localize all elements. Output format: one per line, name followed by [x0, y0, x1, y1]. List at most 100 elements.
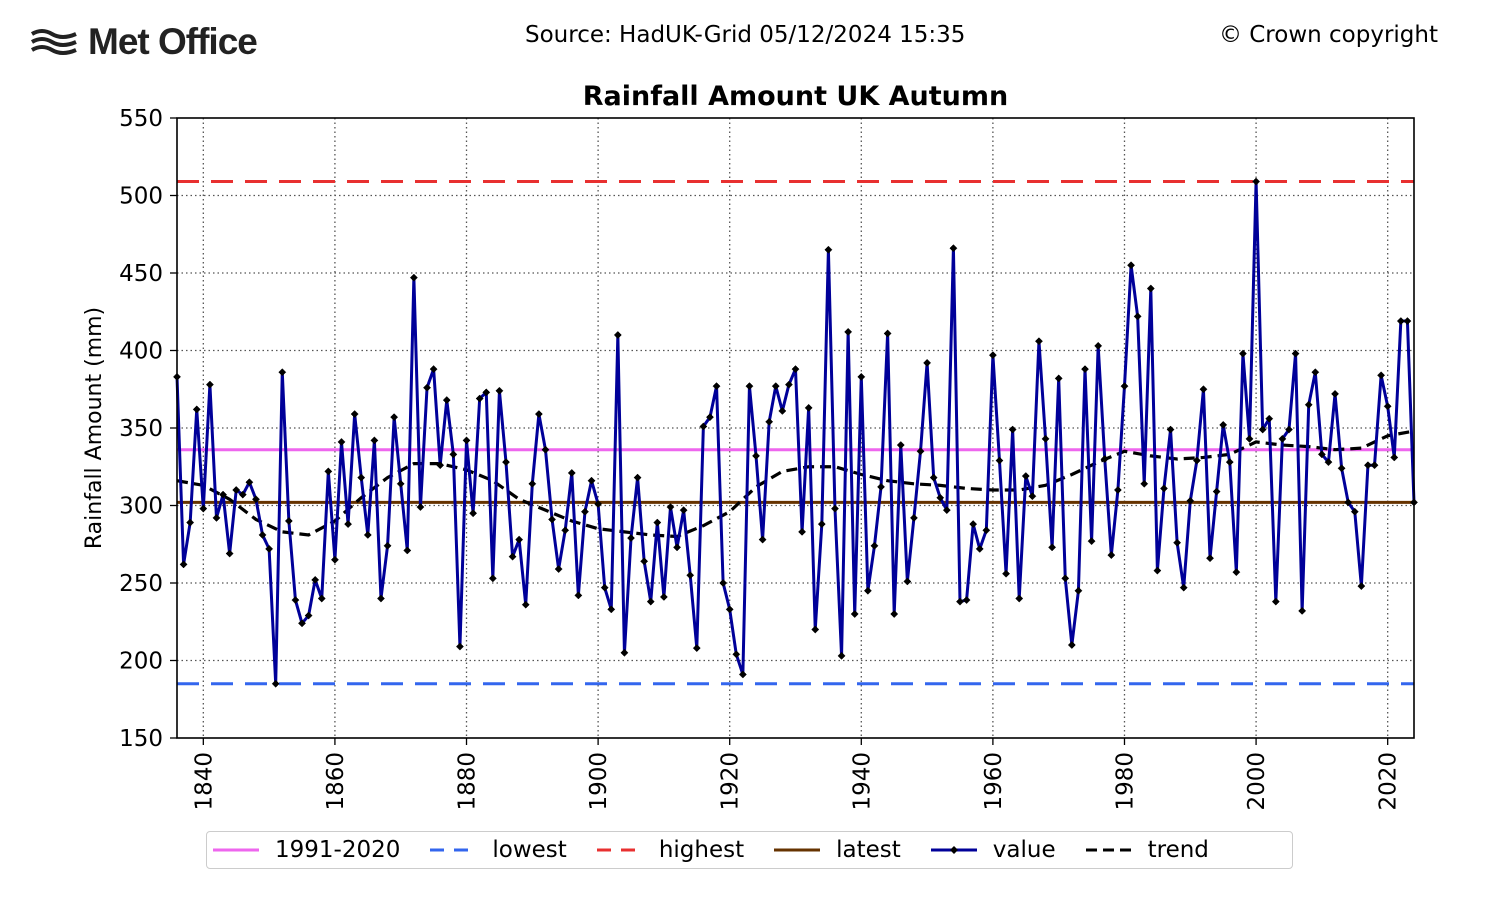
value-point — [350, 410, 359, 419]
value-point — [179, 560, 188, 569]
legend-label: trend — [1147, 837, 1209, 863]
legend-swatch — [1085, 848, 1132, 852]
value-point — [725, 605, 734, 614]
value-point — [1113, 486, 1122, 494]
value-point — [706, 413, 714, 422]
value-point — [745, 382, 754, 391]
value-point — [659, 592, 668, 601]
value-point — [205, 380, 214, 389]
value-point — [344, 520, 353, 529]
value-point — [278, 368, 287, 377]
value-point — [817, 520, 826, 529]
value-point — [778, 406, 787, 415]
value-point — [232, 486, 241, 494]
legend-swatch — [774, 848, 821, 852]
value-point — [1252, 177, 1261, 186]
value-point — [317, 594, 326, 603]
value-point — [304, 611, 313, 620]
x-tick-label: 1980 — [1112, 752, 1138, 811]
value-point — [311, 575, 320, 584]
x-tick-label: 1940 — [849, 752, 875, 811]
value-point — [1153, 566, 1162, 575]
value-point — [1357, 582, 1366, 591]
value-point — [1133, 312, 1142, 321]
logo-text: Met Office — [88, 21, 258, 62]
value-point — [442, 396, 451, 405]
value-point — [653, 518, 662, 527]
value-point — [1377, 371, 1386, 380]
value-point — [1298, 606, 1307, 615]
value-point — [298, 619, 306, 628]
value-point — [1212, 487, 1221, 496]
value-point — [909, 513, 918, 522]
value-point — [1311, 368, 1320, 377]
y-tick-label: 200 — [119, 649, 163, 675]
value-point — [929, 473, 938, 482]
value-point — [646, 597, 655, 606]
value-point — [942, 506, 951, 515]
value-point — [449, 450, 458, 459]
value-point — [627, 534, 635, 543]
value-point — [1028, 492, 1037, 501]
legend-item: highest — [595, 837, 744, 863]
value-point — [1324, 458, 1333, 467]
value-point — [1160, 484, 1168, 493]
value-point — [567, 468, 576, 477]
value-point — [1278, 434, 1287, 443]
value-point — [199, 504, 208, 513]
x-tick-label: 1880 — [455, 752, 481, 811]
legend-item: 1991-2020 — [211, 837, 400, 863]
value-point — [1146, 284, 1155, 293]
value-point — [1265, 414, 1274, 423]
value-point — [1127, 261, 1136, 270]
value-point — [1337, 464, 1346, 473]
value-point — [1094, 341, 1103, 350]
value-point — [383, 541, 392, 550]
value-point — [896, 441, 905, 450]
y-tick-label: 250 — [119, 571, 163, 597]
value-point — [587, 476, 596, 485]
value-point — [837, 651, 846, 660]
value-point — [423, 383, 431, 392]
value-point — [495, 386, 504, 395]
value-point — [1166, 425, 1175, 434]
value-point — [923, 358, 932, 367]
value-point — [1363, 461, 1372, 470]
value-point — [995, 456, 1004, 465]
source-label: Source: HadUK-Grid 05/12/2024 15:35 — [525, 22, 966, 48]
y-axis-label: Rainfall Amount (mm) — [82, 307, 107, 549]
value-point — [284, 517, 293, 525]
value-point — [1219, 420, 1228, 429]
value-point — [357, 473, 366, 482]
legend-label: lowest — [492, 837, 567, 863]
value-point — [192, 405, 201, 414]
legend-swatch — [213, 848, 259, 852]
value-point — [936, 493, 945, 502]
value-point — [1206, 554, 1214, 563]
value-point — [824, 245, 833, 254]
value-point — [673, 543, 682, 552]
value-point — [844, 327, 853, 336]
y-tick-label: 150 — [119, 726, 163, 752]
value-point — [291, 596, 300, 605]
waves-logo-icon — [30, 29, 77, 55]
value-point — [600, 583, 609, 592]
value-point — [1067, 641, 1076, 649]
value-point — [245, 478, 254, 487]
value-point — [791, 365, 800, 374]
value-point — [1370, 461, 1379, 470]
value-point — [271, 679, 280, 688]
value-point — [831, 504, 839, 513]
value-point — [607, 605, 616, 614]
value-point — [574, 591, 583, 600]
value-point — [712, 382, 721, 391]
met-office-logo: Met Office — [30, 21, 258, 62]
value-point — [502, 458, 510, 467]
value-point — [554, 565, 563, 574]
value-point — [1344, 498, 1353, 507]
value-point — [1034, 337, 1043, 346]
value-point — [1140, 479, 1149, 488]
value-point — [620, 648, 629, 657]
value-point — [804, 403, 813, 412]
value-point — [1100, 455, 1109, 463]
